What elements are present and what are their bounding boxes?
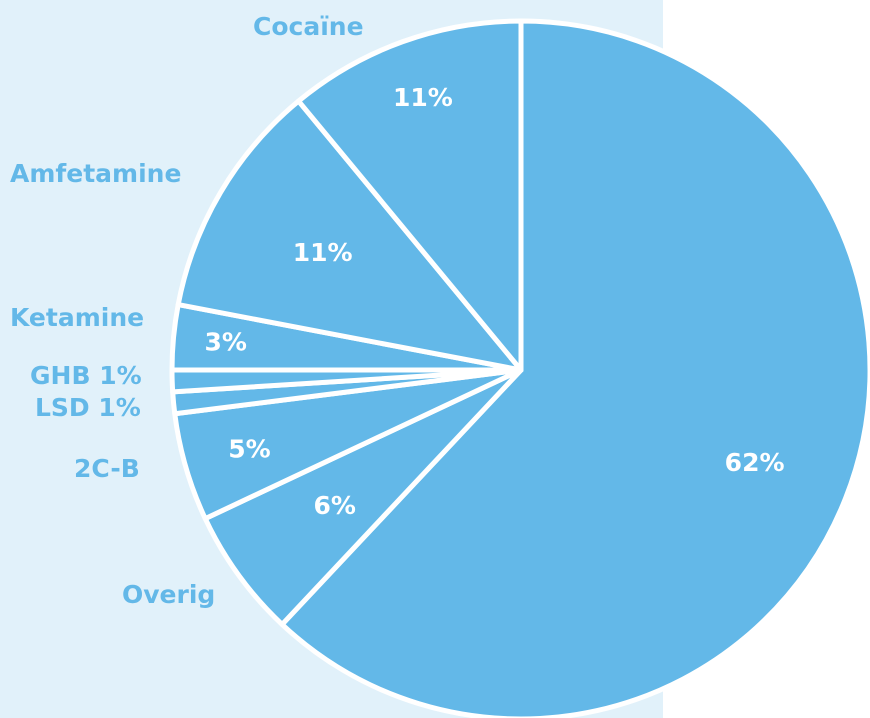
slice-percent-label: 3% bbox=[204, 328, 246, 357]
label-2cb: 2C-B bbox=[74, 454, 140, 483]
slice-percent-label: 11% bbox=[293, 238, 353, 267]
label-ketamine: Ketamine bbox=[10, 303, 145, 332]
slice-percent-label: 6% bbox=[313, 491, 355, 520]
pie-slice bbox=[279, 18, 870, 718]
label-lsd: LSD 1% bbox=[35, 393, 141, 422]
label-ghb: GHB 1% bbox=[30, 361, 142, 390]
pie-slice bbox=[296, 18, 524, 373]
pie-slice bbox=[202, 367, 524, 627]
label-amfetamine: Amfetamine bbox=[10, 159, 182, 188]
pie-slice bbox=[175, 98, 524, 373]
slice-percent-label: 11% bbox=[393, 83, 453, 112]
slice-percent-label: 5% bbox=[228, 434, 270, 463]
label-overig: Overig bbox=[122, 580, 216, 609]
label-cocaine: Cocaïne bbox=[253, 12, 364, 41]
slice-percent-label: 62% bbox=[725, 448, 785, 477]
